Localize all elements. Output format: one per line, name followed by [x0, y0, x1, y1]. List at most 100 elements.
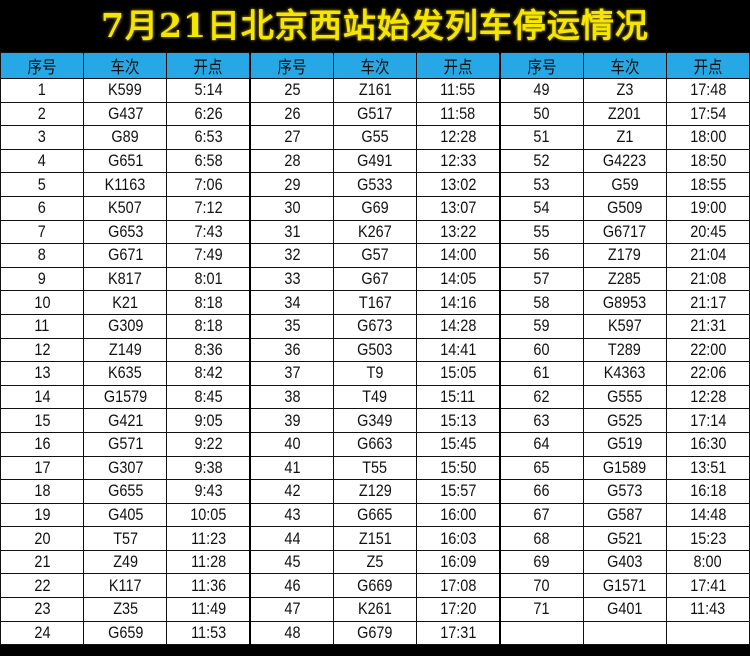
- cell-train: K597: [582, 313, 667, 339]
- cell-departure: 12:28: [416, 125, 501, 150]
- cell-departure: 16:00: [416, 502, 501, 528]
- cell-train: Z161: [332, 78, 418, 103]
- cell-index: 36: [249, 337, 334, 363]
- table-row: 21 Z49 11:28 45 Z5 16:09 69 G403 8:00: [0, 549, 750, 575]
- cell-index: 1: [0, 78, 85, 103]
- cell-departure: 17:14: [665, 408, 750, 433]
- cell-train: G55: [332, 125, 418, 150]
- cell-train: G573: [582, 479, 667, 504]
- cell-train: G6717: [582, 219, 667, 245]
- cell-departure: 20:45: [665, 219, 750, 245]
- cell-train: G669: [332, 573, 418, 599]
- cell-departure: 8:18: [166, 313, 251, 339]
- cell-index: 23: [0, 597, 85, 622]
- cell-train: G671: [83, 243, 168, 268]
- suspended-trains-table: 序号 车次 开点 序号 车次 开点 序号 车次 开点 1 K599 5:14 25 Z1…: [0, 52, 750, 646]
- cell-departure: 10:05: [166, 502, 251, 528]
- cell-departure: 16:09: [416, 549, 501, 575]
- cell-departure: 14:05: [416, 266, 501, 292]
- cell-departure: 18:00: [665, 125, 750, 150]
- cell-departure: 22:00: [665, 337, 750, 363]
- cell-train: K4363: [582, 361, 667, 386]
- cell-departure: 7:06: [166, 172, 251, 197]
- cell-index: 53: [498, 172, 584, 197]
- cell-departure: 6:53: [166, 125, 251, 150]
- cell-departure: 8:36: [166, 337, 251, 363]
- cell-departure: 8:18: [166, 290, 251, 315]
- cell-train: G4223: [582, 148, 667, 174]
- cell-departure: 11:55: [416, 78, 501, 103]
- cell-train: G89: [83, 125, 168, 150]
- cell-departure: 19:00: [665, 195, 750, 221]
- cell-train: Z129: [332, 479, 418, 504]
- cell-departure: 7:49: [166, 243, 251, 268]
- cell-departure: 17:20: [416, 597, 501, 622]
- cell-index: 27: [249, 125, 334, 150]
- cell-train: T9: [332, 361, 418, 386]
- cell-index: 34: [249, 290, 334, 315]
- cell-train: G525: [582, 408, 667, 433]
- cell-train: G1571: [582, 573, 667, 599]
- cell-departure: 15:23: [665, 526, 750, 551]
- cell-index: 37: [249, 361, 334, 386]
- cell-train: G403: [582, 549, 667, 575]
- header-index: 序号: [249, 52, 334, 79]
- cell-index: 38: [249, 384, 334, 410]
- cell-departure: 11:49: [166, 597, 251, 622]
- cell-departure: 5:14: [166, 78, 251, 103]
- cell-index: 50: [498, 101, 584, 127]
- cell-departure: 21:04: [665, 243, 750, 268]
- cell-departure: 22:06: [665, 361, 750, 386]
- cell-index: 39: [249, 408, 334, 433]
- cell-train: G659: [83, 620, 168, 646]
- cell-index: 58: [498, 290, 584, 315]
- cell-train: Z3: [582, 78, 667, 103]
- cell-train: T167: [332, 290, 418, 315]
- cell-train: G309: [83, 313, 168, 339]
- cell-train: G491: [332, 148, 418, 174]
- table-row: 19 G405 10:05 43 G665 16:00 67 G587 14:48: [0, 502, 750, 528]
- cell-train: G655: [83, 479, 168, 504]
- cell-departure: 13:22: [416, 219, 501, 245]
- cell-departure: 17:54: [665, 101, 750, 127]
- cell-train: G57: [332, 243, 418, 268]
- cell-index: 40: [249, 431, 334, 457]
- cell-index: 60: [498, 337, 584, 363]
- cell-index: 24: [0, 620, 85, 646]
- cell-train: G653: [83, 219, 168, 245]
- cell-index: 44: [249, 526, 334, 551]
- cell-departure: 9:05: [166, 408, 251, 433]
- cell-index: 47: [249, 597, 334, 622]
- cell-train: K635: [83, 361, 168, 386]
- cell-departure: 14:16: [416, 290, 501, 315]
- cell-departure: 16:18: [665, 479, 750, 504]
- cell-departure: 11:43: [665, 597, 750, 622]
- cell-departure: 11:53: [166, 620, 251, 646]
- cell-index: 66: [498, 479, 584, 504]
- cell-train: G533: [332, 172, 418, 197]
- cell-departure: 15:50: [416, 455, 501, 481]
- header-departure: 开点: [665, 52, 750, 79]
- cell-train: T49: [332, 384, 418, 410]
- cell-index: 69: [498, 549, 584, 575]
- table-row: 8 G671 7:49 32 G57 14:00 56 Z179 21:04: [0, 243, 750, 268]
- table-row: 12 Z149 8:36 36 G503 14:41 60 T289 22:00: [0, 337, 750, 363]
- cell-index: 48: [249, 620, 334, 646]
- cell-departure: 13:02: [416, 172, 501, 197]
- cell-index: 4: [0, 148, 85, 174]
- cell-train: Z285: [582, 266, 667, 292]
- cell-departure: 17:08: [416, 573, 501, 599]
- table-row: 23 Z35 11:49 47 K261 17:20 71 G401 11:43: [0, 597, 750, 622]
- cell-index: 52: [498, 148, 584, 174]
- cell-departure: 11:36: [166, 573, 251, 599]
- cell-train: Z151: [332, 526, 418, 551]
- cell-departure: 13:07: [416, 195, 501, 221]
- cell-train: K21: [83, 290, 168, 315]
- cell-index: 28: [249, 148, 334, 174]
- cell-index: 65: [498, 455, 584, 481]
- cell-train: Z49: [83, 549, 168, 575]
- cell-train: K267: [332, 219, 418, 245]
- table-row: 20 T57 11:23 44 Z151 16:03 68 G521 15:23: [0, 526, 750, 551]
- cell-index: 56: [498, 243, 584, 268]
- cell-train: Z1: [582, 125, 667, 150]
